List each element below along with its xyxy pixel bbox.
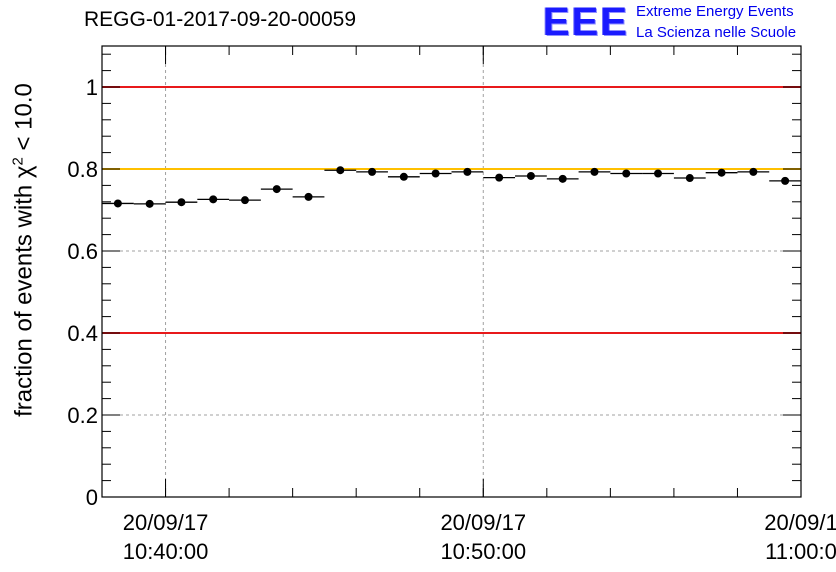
logo-caption-line2: La Scienza nelle Scuole	[636, 24, 797, 41]
x-tick-label-time: 10:50:00	[440, 539, 526, 564]
data-point	[113, 199, 122, 208]
y-axis-label-superscript: 2	[9, 157, 27, 166]
data-point	[558, 174, 567, 183]
data-point	[781, 176, 790, 185]
y-axis-label-main: fraction of events with χ	[10, 165, 38, 417]
data-point	[749, 167, 758, 176]
data-point	[304, 192, 313, 201]
eee-logo: EEE	[543, 0, 630, 44]
y-tick-label: 1	[86, 75, 98, 100]
data-point	[622, 169, 631, 178]
data-point	[495, 173, 504, 182]
data-point	[590, 167, 599, 176]
data-point	[145, 199, 154, 208]
chart-title: REGG-01-2017-09-20-00059	[84, 8, 356, 31]
y-tick-label: 0.2	[67, 403, 98, 428]
x-tick-label-time: 11:00:0	[765, 539, 836, 564]
data-point	[654, 169, 663, 178]
x-tick-label-date: 20/09/1	[764, 510, 836, 535]
data-point	[431, 169, 440, 178]
y-tick-label: 0.6	[67, 239, 98, 264]
x-tick-label-date: 20/09/17	[440, 510, 526, 535]
y-tick-label: 0.8	[67, 157, 98, 182]
data-point	[240, 196, 249, 205]
data-point	[272, 185, 281, 194]
reference-lines	[102, 86, 801, 334]
data-point	[399, 172, 408, 181]
plot-frame	[101, 45, 802, 498]
y-tick-label: 0.4	[67, 321, 98, 346]
logo-caption-line1: Extreme Energy Events	[636, 3, 794, 20]
y-axis-label-tail: < 10.0	[10, 83, 38, 158]
data-point	[177, 198, 186, 207]
data-point	[209, 195, 218, 204]
y-tick-label: 0	[86, 485, 98, 510]
x-tick-label-time: 10:40:00	[123, 539, 209, 564]
data-point	[368, 167, 377, 176]
data-point	[717, 168, 726, 177]
data-point	[336, 166, 345, 175]
axes: 0 0.2 0.4 0.6 0.8 1 20/09/17 10:40:00 20/09/17 10…	[67, 45, 836, 564]
data-point	[463, 167, 472, 176]
data-point	[526, 171, 535, 180]
grid-layer	[102, 46, 801, 497]
x-tick-label-date: 20/09/17	[123, 510, 209, 535]
data-point	[685, 174, 694, 183]
data-points	[102, 166, 801, 208]
